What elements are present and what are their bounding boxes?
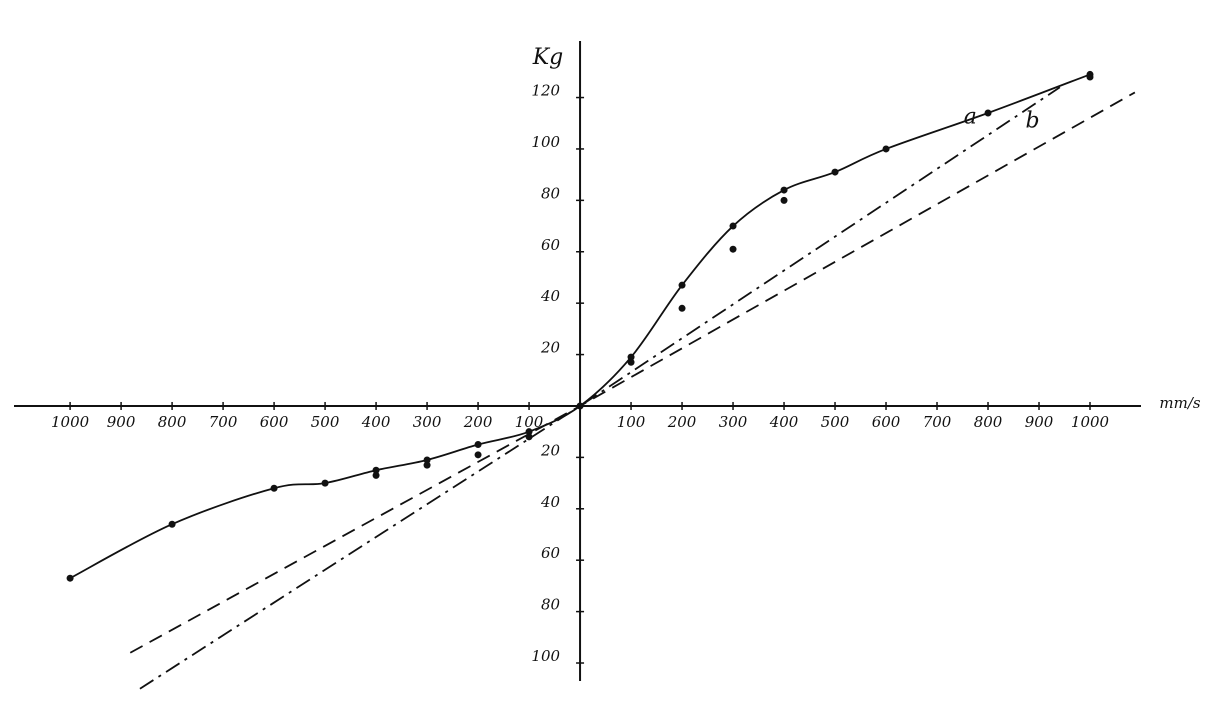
x-tick-label: 900: [1025, 413, 1054, 431]
data-point: [780, 186, 788, 194]
data-point: [780, 196, 788, 204]
x-tick-label: 600: [260, 413, 289, 431]
y-tick-label: 100: [531, 647, 560, 665]
y-tick-label: 100: [531, 133, 560, 151]
x-tick-label: 500: [311, 413, 340, 431]
x-tick-label: 300: [719, 413, 748, 431]
data-point: [627, 358, 635, 366]
y-tick-label: 60: [541, 236, 561, 254]
data-point: [270, 484, 278, 492]
y-tick-label: 20: [540, 339, 561, 357]
data-point: [474, 441, 482, 449]
y-tick-label: 60: [541, 544, 561, 562]
data-point: [525, 428, 533, 436]
data-point: [984, 109, 992, 117]
x-tick-label: 700: [923, 413, 952, 431]
data-point: [423, 456, 431, 464]
data-point: [678, 304, 686, 312]
x-tick-label: 200: [667, 413, 697, 431]
data-point: [423, 461, 431, 469]
x-tick-label: 500: [821, 413, 850, 431]
y-tick-label: 120: [531, 82, 560, 100]
x-tick-label: 1000: [1071, 413, 1110, 431]
x-axis-label: mm/s: [1159, 394, 1201, 412]
x-tick-label: 600: [872, 413, 901, 431]
y-axis-label: Kg: [532, 45, 564, 70]
y-tick-label: 80: [541, 184, 561, 202]
y-tick-label: 40: [540, 493, 561, 511]
x-tick-label: 700: [209, 413, 238, 431]
data-point: [474, 451, 482, 459]
data-point: [321, 479, 329, 487]
data-point: [1086, 73, 1094, 81]
series-line: [129, 91, 1136, 654]
data-point: [627, 353, 635, 361]
data-point: [372, 471, 380, 479]
x-tick-label: 100: [617, 413, 646, 431]
x-tick-label: 300: [413, 413, 442, 431]
y-tick-label: 20: [540, 441, 561, 459]
data-point: [372, 466, 380, 474]
x-tick-label: 900: [107, 413, 136, 431]
x-tick-label: 200: [463, 413, 493, 431]
x-tick-label: 400: [361, 413, 391, 431]
x-tick-label: 400: [769, 413, 799, 431]
data-point: [168, 520, 176, 528]
data-point: [66, 574, 74, 582]
data-point: [831, 168, 839, 176]
series-line: [139, 86, 1061, 690]
data-point: [678, 281, 686, 289]
x-tick-label: 1000: [51, 413, 90, 431]
y-tick-label: 40: [540, 287, 561, 305]
data-point: [729, 222, 737, 230]
data-point: [729, 245, 737, 253]
data-point: [882, 145, 890, 153]
y-tick-label: 80: [541, 596, 561, 614]
series-label: b: [1026, 109, 1040, 134]
x-tick-label: 100: [515, 413, 544, 431]
series-label: a: [964, 104, 977, 129]
x-tick-label: 800: [974, 413, 1003, 431]
x-tick-label: 800: [158, 413, 187, 431]
